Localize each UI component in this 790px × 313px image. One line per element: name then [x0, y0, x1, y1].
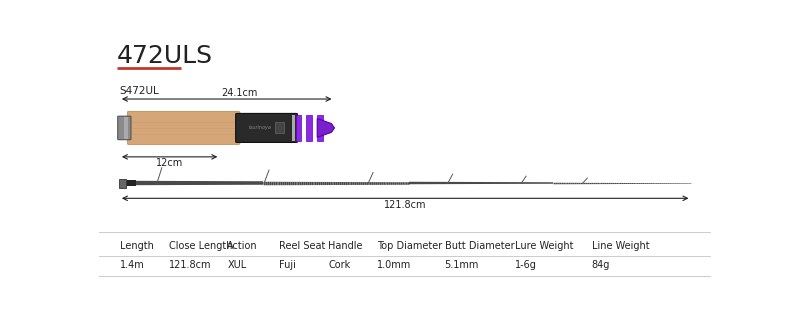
Text: Length: Length: [120, 241, 154, 251]
Text: Top Diameter: Top Diameter: [378, 241, 442, 251]
Text: 24.1cm: 24.1cm: [220, 88, 257, 98]
Text: Action: Action: [228, 241, 258, 251]
Text: 5.1mm: 5.1mm: [445, 260, 479, 270]
Bar: [318, 115, 322, 141]
Text: 121.8cm: 121.8cm: [384, 199, 426, 209]
Text: 1-6g: 1-6g: [515, 260, 537, 270]
Bar: [292, 115, 295, 141]
Bar: [275, 122, 284, 133]
Text: 84g: 84g: [592, 260, 610, 270]
Bar: [127, 181, 136, 186]
Bar: [124, 117, 127, 139]
FancyBboxPatch shape: [127, 111, 240, 145]
FancyBboxPatch shape: [118, 116, 131, 140]
Text: Butt Diameter: Butt Diameter: [445, 241, 514, 251]
FancyBboxPatch shape: [235, 113, 298, 142]
Text: 1.0mm: 1.0mm: [378, 260, 412, 270]
Bar: [119, 178, 126, 188]
Text: 12cm: 12cm: [156, 158, 183, 168]
Text: XUL: XUL: [228, 260, 246, 270]
Text: Lure Weight: Lure Weight: [515, 241, 574, 251]
Text: Close Length: Close Length: [169, 241, 233, 251]
Text: S472UL: S472UL: [119, 86, 159, 96]
Bar: [307, 115, 312, 141]
Text: 121.8cm: 121.8cm: [169, 260, 212, 270]
Polygon shape: [318, 119, 334, 137]
Text: Reel Seat: Reel Seat: [280, 241, 325, 251]
Text: Handle: Handle: [329, 241, 363, 251]
Text: tsurinoya: tsurinoya: [249, 126, 272, 131]
Text: Line Weight: Line Weight: [592, 241, 649, 251]
Text: 1.4m: 1.4m: [120, 260, 145, 270]
Text: Fuji: Fuji: [280, 260, 296, 270]
Text: Cork: Cork: [329, 260, 351, 270]
Bar: [295, 115, 301, 141]
Text: 472ULS: 472ULS: [117, 44, 213, 68]
